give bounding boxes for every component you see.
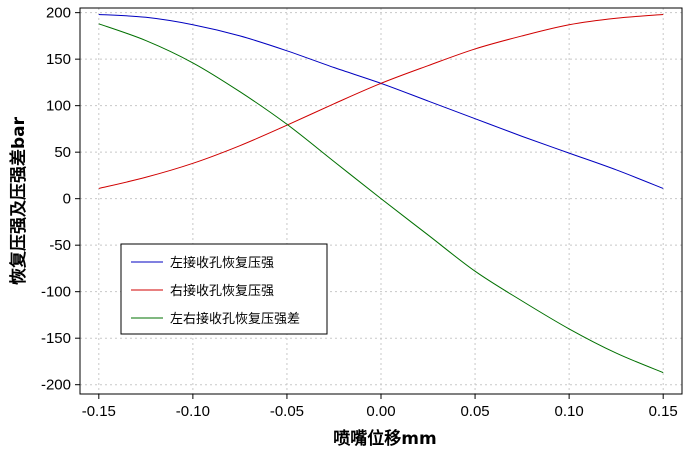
x-axis-title: 喷嘴位移mm xyxy=(333,428,436,449)
y-tick-label: -100 xyxy=(41,284,71,301)
legend-label-diff: 左右接收孔恢复压强差 xyxy=(170,311,300,327)
y-tick-label: 150 xyxy=(46,51,71,68)
x-tick-label: 0.10 xyxy=(555,403,584,420)
plot-area xyxy=(80,8,682,394)
y-axis-title: 恢复压强及压强差bar xyxy=(8,116,29,285)
y-tick-label: -200 xyxy=(41,377,71,394)
legend-box xyxy=(120,243,328,335)
series-line-pressure-difference xyxy=(98,23,664,374)
y-tick-label: 100 xyxy=(46,98,71,115)
y-tick-label: 200 xyxy=(46,5,71,22)
legend-label-left: 左接收孔恢复压强 xyxy=(170,255,274,271)
x-tick-label: 0.00 xyxy=(366,403,395,420)
series-line-right-recovery-pressure xyxy=(98,14,664,189)
y-axis-ticks: 200 150 100 50 0 -50 -100 -150 -200 xyxy=(41,5,80,394)
x-tick-label: 0.15 xyxy=(649,403,678,420)
y-tick-label: -50 xyxy=(49,237,71,254)
legend: 左接收孔恢复压强 右接收孔恢复压强 左右接收孔恢复压强差 xyxy=(120,243,328,335)
series-lines xyxy=(98,14,664,374)
legend-label-right: 右接收孔恢复压强 xyxy=(170,283,274,299)
y-tick-label: 0 xyxy=(63,191,71,208)
x-tick-label: -0.10 xyxy=(176,403,210,420)
y-tick-label: 50 xyxy=(54,144,71,161)
y-tick-label: -150 xyxy=(41,330,71,347)
x-tick-label: -0.15 xyxy=(82,403,116,420)
x-tick-label: 0.05 xyxy=(460,403,489,420)
x-axis-ticks: -0.15 -0.10 -0.05 0.00 0.05 0.10 0.15 xyxy=(82,394,678,420)
x-tick-label: -0.05 xyxy=(270,403,304,420)
